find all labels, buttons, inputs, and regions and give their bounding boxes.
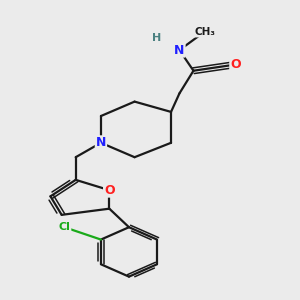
Text: N: N <box>174 44 184 57</box>
Text: Cl: Cl <box>58 222 70 232</box>
Text: H: H <box>152 33 162 43</box>
Text: O: O <box>230 58 241 71</box>
Text: N: N <box>96 136 106 149</box>
Text: O: O <box>104 184 115 197</box>
Text: CH₃: CH₃ <box>194 27 215 37</box>
